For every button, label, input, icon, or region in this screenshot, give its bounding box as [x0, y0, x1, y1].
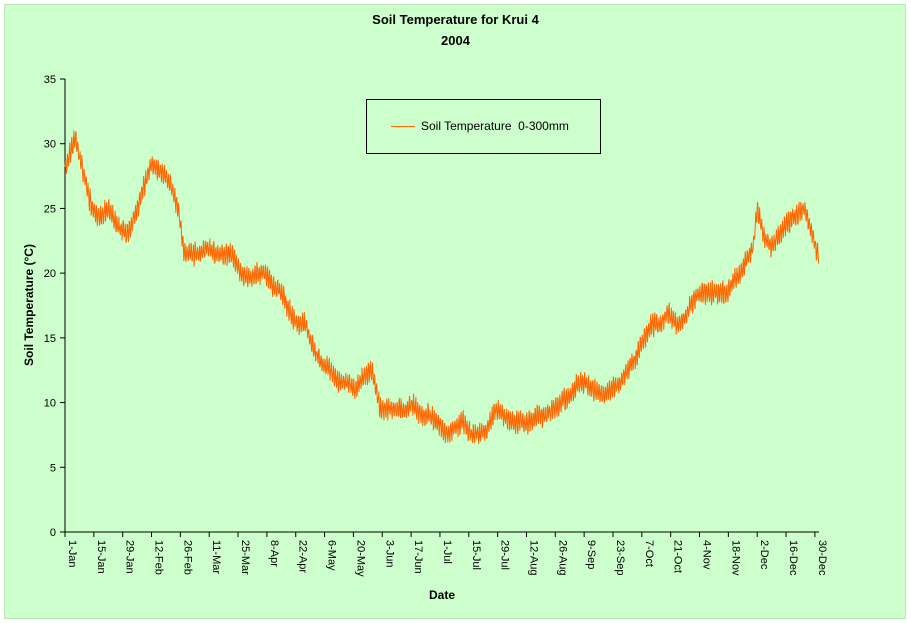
y-tick-label: 0: [50, 527, 56, 539]
chart-title: Soil Temperature for Krui 4: [372, 12, 539, 27]
x-tick-label: 20-May: [354, 540, 366, 577]
x-tick-label: 25-Mar: [239, 540, 251, 575]
y-tick-label: 25: [44, 203, 56, 215]
chart-subtitle: 2004: [441, 33, 470, 48]
x-tick-label: 17-Jun: [412, 540, 424, 574]
legend: Soil Temperature 0-300mm: [366, 99, 601, 154]
x-tick-label: 2-Dec: [758, 540, 770, 570]
x-tick-label: 11-Mar: [210, 540, 222, 574]
x-tick-label: 22-Apr: [297, 540, 309, 573]
x-tick-label: 6-May: [326, 540, 338, 571]
y-tick-label: 15: [44, 333, 56, 345]
x-tick-label: 1-Jan: [66, 540, 78, 568]
x-tick-label: 1-Jul: [441, 540, 453, 564]
x-tick-label: 15-Jan: [95, 540, 107, 574]
legend-swatch: [391, 126, 415, 127]
x-tick-label: 29-Jul: [499, 540, 511, 570]
x-tick-label: 21-Oct: [672, 540, 684, 573]
x-tick-label: 16-Dec: [787, 540, 799, 576]
x-tick-label: 3-Jun: [383, 540, 395, 568]
x-tick-label: 18-Nov: [729, 540, 741, 576]
x-tick-label: 8-Apr: [268, 540, 280, 567]
series-line-soil-temperature: [64, 130, 820, 445]
x-tick-label: 4-Nov: [701, 540, 713, 570]
x-tick-label: 26-Feb: [181, 540, 193, 575]
x-tick-label: 12-Aug: [527, 540, 539, 575]
x-tick-label: 26-Aug: [556, 540, 568, 575]
y-tick-label: 30: [44, 139, 56, 151]
x-axis-label: Date: [428, 588, 455, 602]
x-tick-label: 15-Jul: [470, 540, 482, 570]
y-tick-label: 35: [44, 74, 56, 86]
x-tick-label: 12-Feb: [153, 540, 165, 575]
y-tick-label: 10: [44, 398, 56, 410]
x-tick-label: 30-Dec: [816, 540, 828, 576]
y-axis-label: Soil Temperature (°C): [22, 244, 36, 366]
x-tick-label: 23-Sep: [614, 540, 626, 575]
legend-label: Soil Temperature 0-300mm: [421, 119, 569, 133]
x-tick-label: 9-Sep: [585, 540, 597, 569]
y-tick-label: 5: [50, 462, 56, 474]
x-tick-label: 29-Jan: [124, 540, 136, 574]
y-tick-label: 20: [44, 268, 56, 280]
x-tick-label: 7-Oct: [643, 540, 655, 567]
